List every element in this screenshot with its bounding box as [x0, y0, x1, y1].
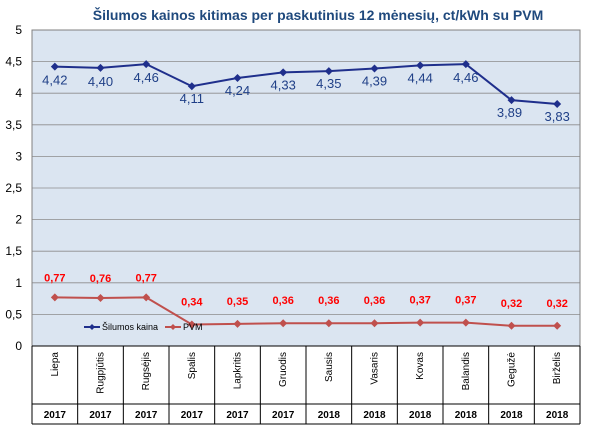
x-year-label: 2017: [135, 410, 158, 421]
x-tick-label: Sausis: [324, 352, 335, 382]
data-point: [507, 321, 516, 330]
y-tick-label: 1,5: [5, 244, 22, 258]
data-point: [96, 293, 105, 302]
x-year-label: 2017: [44, 410, 67, 421]
data-point: [50, 293, 59, 302]
x-tick-label: Gegužė: [507, 352, 518, 387]
x-tick-label: Gruodis: [278, 352, 289, 387]
data-point: [416, 61, 425, 70]
data-label: 0,34: [181, 297, 203, 309]
data-label: 4,35: [316, 76, 341, 91]
x-tick-label: Birželis: [552, 352, 563, 384]
data-point: [416, 318, 425, 327]
x-year-label: 2018: [546, 410, 569, 421]
x-tick-label: Kovas: [415, 352, 426, 380]
y-tick-label: 1: [15, 276, 22, 290]
y-tick-label: 0,5: [5, 307, 22, 321]
data-point: [370, 64, 379, 73]
series-line-pvm: [54, 296, 558, 327]
data-label: 4,46: [134, 70, 159, 85]
chart-title: Šilumos kainos kitimas per paskutinius 1…: [93, 6, 543, 23]
x-tick-label: Lapkritis: [233, 352, 244, 389]
data-point: [279, 68, 288, 77]
data-point: [233, 319, 242, 328]
data-label: 0,77: [135, 272, 156, 284]
data-point: [233, 74, 242, 83]
data-point: [279, 319, 288, 328]
x-year-label: 2017: [181, 410, 204, 421]
data-point: [187, 82, 196, 91]
data-label: 0,32: [546, 298, 567, 310]
data-point: [461, 60, 470, 69]
x-tick-label: Balandis: [461, 352, 472, 390]
x-tick-label: Rugsėjis: [141, 352, 152, 390]
data-point: [142, 293, 151, 302]
data-point: [324, 67, 333, 76]
x-year-label: 2017: [226, 410, 249, 421]
x-tick-label: Vasaris: [370, 352, 381, 385]
data-point: [142, 60, 151, 69]
y-tick-label: 2,5: [5, 181, 22, 195]
data-label: 4,39: [362, 74, 387, 89]
data-label: 3,89: [497, 105, 522, 120]
x-year-label: 2018: [500, 410, 523, 421]
data-label: 0,36: [272, 295, 293, 307]
data-label: 4,46: [453, 70, 478, 85]
data-label: 0,77: [44, 272, 65, 284]
data-point: [461, 318, 470, 327]
data-point: [324, 319, 333, 328]
data-label: 4,42: [42, 73, 67, 88]
data-label: 0,37: [455, 295, 476, 307]
x-tick-label: Spalis: [187, 352, 198, 379]
x-year-label: 2017: [89, 410, 112, 421]
data-point: [96, 63, 105, 72]
x-tick-label: Liepa: [50, 352, 61, 377]
data-label: 0,36: [318, 295, 339, 307]
y-tick-label: 3,5: [5, 118, 22, 132]
y-tick-label: 4: [15, 86, 22, 100]
data-label: 4,24: [225, 83, 250, 98]
x-year-label: 2018: [318, 410, 341, 421]
x-year-label: 2018: [455, 410, 478, 421]
data-point: [370, 319, 379, 328]
legend-label-silumos-kaina: Šilumos kaina: [102, 322, 158, 332]
data-label: 4,33: [271, 77, 296, 92]
legend-label-pvm: PVM: [183, 322, 203, 332]
data-point: [553, 99, 562, 108]
data-label: 0,32: [501, 298, 522, 310]
x-tick-label: Rugpjūtis: [96, 352, 107, 394]
data-label: 4,11: [180, 91, 204, 106]
legend-marker-pvm: [170, 324, 176, 330]
y-tick-label: 3: [15, 149, 22, 163]
legend-marker-silumos-kaina: [89, 324, 95, 330]
plot-area: 0 0,5 1 1,5 2 2,5 3 3,5 4 4,5 5 Liepa 2017 Rugpjūtis 2…: [5, 23, 581, 425]
data-label: 4,40: [88, 74, 113, 89]
x-year-label: 2018: [363, 410, 386, 421]
y-tick-label: 4,5: [5, 55, 22, 69]
data-label: 3,83: [545, 109, 570, 124]
y-tick-label: 5: [15, 23, 22, 37]
data-label: 0,35: [227, 296, 248, 308]
data-point: [50, 62, 59, 71]
data-point: [553, 321, 562, 330]
data-label: 4,44: [408, 70, 433, 85]
data-point: [507, 96, 516, 105]
series-line-silumos-kaina: [54, 63, 558, 105]
x-year-label: 2018: [409, 410, 432, 421]
data-point: [187, 320, 196, 329]
x-year-label: 2017: [272, 410, 295, 421]
data-label: 0,36: [364, 295, 385, 307]
y-tick-label: 0: [15, 339, 22, 353]
data-label: 0,37: [409, 295, 430, 307]
y-tick-label: 2: [15, 213, 22, 227]
data-label: 0,76: [90, 273, 111, 285]
